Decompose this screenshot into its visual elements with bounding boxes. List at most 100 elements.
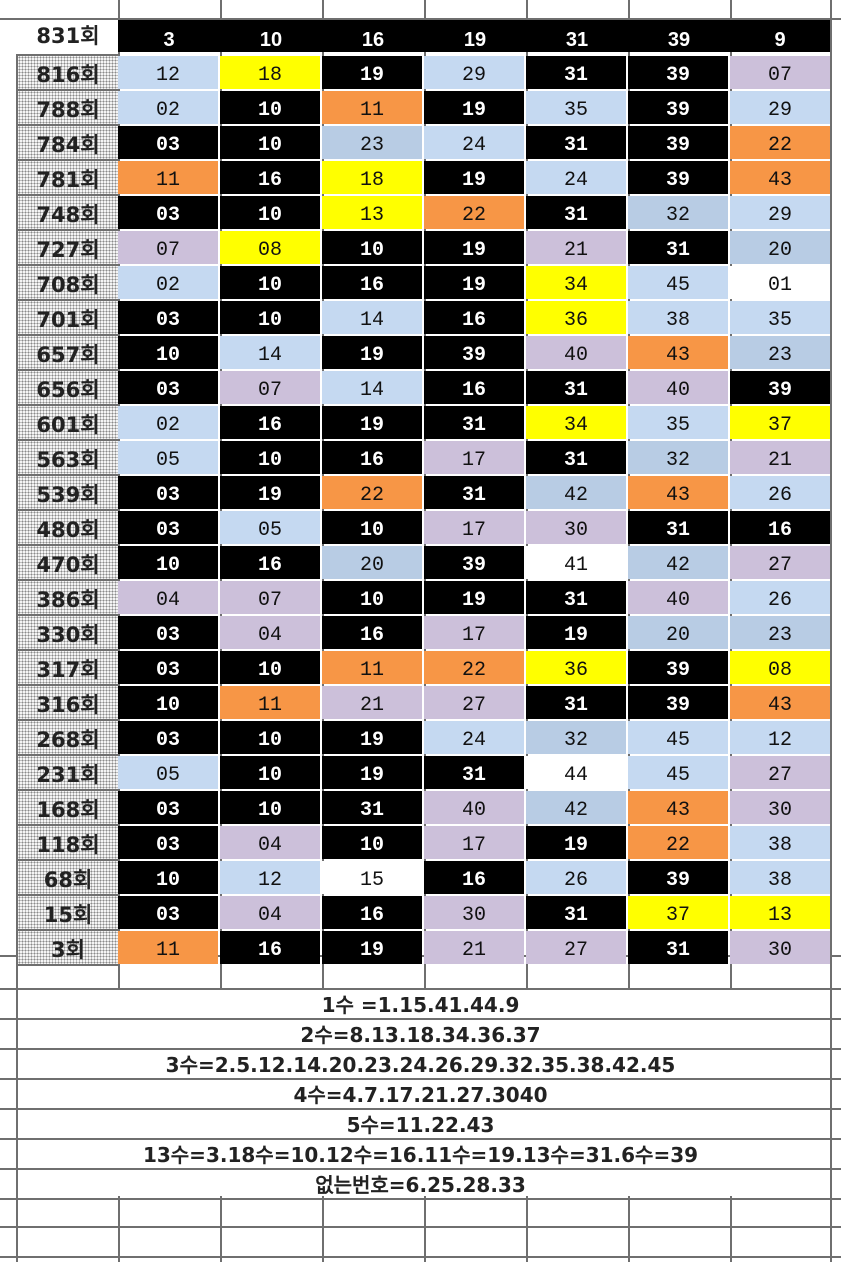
number-cell[interactable]: 39 (424, 336, 524, 369)
number-cell[interactable]: 19 (424, 581, 524, 614)
number-cell[interactable]: 02 (118, 91, 218, 124)
number-cell[interactable]: 03 (118, 896, 218, 929)
number-cell[interactable]: 04 (220, 826, 320, 859)
number-cell[interactable]: 14 (322, 371, 422, 404)
number-cell[interactable]: 34 (526, 406, 626, 439)
header-number-5[interactable]: 31 (526, 20, 628, 52)
number-cell[interactable]: 26 (526, 861, 626, 894)
number-cell[interactable]: 02 (118, 406, 218, 439)
number-cell[interactable]: 39 (628, 161, 728, 194)
number-cell[interactable]: 31 (424, 406, 524, 439)
number-cell[interactable]: 16 (220, 406, 320, 439)
number-cell[interactable]: 35 (628, 406, 728, 439)
number-cell[interactable]: 39 (628, 861, 728, 894)
number-cell[interactable]: 43 (628, 791, 728, 824)
number-cell[interactable]: 42 (526, 476, 626, 509)
number-cell[interactable]: 30 (424, 896, 524, 929)
number-cell[interactable]: 31 (526, 441, 626, 474)
number-cell[interactable]: 03 (118, 651, 218, 684)
number-cell[interactable]: 22 (628, 826, 728, 859)
number-cell[interactable]: 30 (730, 791, 830, 824)
number-cell[interactable]: 16 (220, 161, 320, 194)
number-cell[interactable]: 03 (118, 511, 218, 544)
number-cell[interactable]: 10 (118, 546, 218, 579)
number-cell[interactable]: 43 (730, 161, 830, 194)
number-cell[interactable]: 20 (730, 231, 830, 264)
number-cell[interactable]: 08 (730, 651, 830, 684)
number-cell[interactable]: 19 (526, 826, 626, 859)
number-cell[interactable]: 43 (628, 476, 728, 509)
round-label[interactable]: 748회 (18, 196, 118, 229)
summary-line-2[interactable]: 2수=8.13.18.34.36.37 (300, 1023, 541, 1047)
number-cell[interactable]: 27 (730, 546, 830, 579)
number-cell[interactable]: 29 (424, 56, 524, 89)
number-cell[interactable]: 39 (628, 126, 728, 159)
number-cell[interactable]: 20 (628, 616, 728, 649)
number-cell[interactable]: 22 (322, 476, 422, 509)
number-cell[interactable]: 40 (424, 791, 524, 824)
number-cell[interactable]: 32 (628, 196, 728, 229)
number-cell[interactable]: 03 (118, 476, 218, 509)
number-cell[interactable]: 05 (118, 441, 218, 474)
number-cell[interactable]: 11 (322, 91, 422, 124)
number-cell[interactable]: 43 (730, 686, 830, 719)
number-cell[interactable]: 27 (424, 686, 524, 719)
number-cell[interactable]: 29 (730, 196, 830, 229)
header-number-1[interactable]: 3 (118, 20, 220, 52)
number-cell[interactable]: 31 (526, 371, 626, 404)
number-cell[interactable]: 03 (118, 721, 218, 754)
number-cell[interactable]: 36 (526, 301, 626, 334)
round-label[interactable]: 15회 (18, 896, 118, 929)
number-cell[interactable]: 32 (628, 441, 728, 474)
number-cell[interactable]: 14 (322, 301, 422, 334)
number-cell[interactable]: 19 (322, 721, 422, 754)
number-cell[interactable]: 07 (220, 581, 320, 614)
header-number-7[interactable]: 9 (730, 20, 830, 52)
number-cell[interactable]: 31 (322, 791, 422, 824)
number-cell[interactable]: 27 (526, 931, 626, 964)
number-cell[interactable]: 16 (424, 861, 524, 894)
header-round-label[interactable]: 831회 (36, 24, 100, 48)
number-cell[interactable]: 40 (628, 581, 728, 614)
number-cell[interactable]: 07 (118, 231, 218, 264)
number-cell[interactable]: 19 (220, 476, 320, 509)
number-cell[interactable]: 10 (118, 686, 218, 719)
header-number-3[interactable]: 16 (322, 20, 424, 52)
round-label[interactable]: 788회 (18, 91, 118, 124)
round-label[interactable]: 657회 (18, 336, 118, 369)
number-cell[interactable]: 21 (526, 231, 626, 264)
number-cell[interactable]: 03 (118, 371, 218, 404)
number-cell[interactable]: 17 (424, 441, 524, 474)
number-cell[interactable]: 24 (526, 161, 626, 194)
number-cell[interactable]: 40 (526, 336, 626, 369)
number-cell[interactable]: 10 (220, 756, 320, 789)
number-cell[interactable]: 04 (118, 581, 218, 614)
round-label[interactable]: 68회 (18, 861, 118, 894)
number-cell[interactable]: 26 (730, 476, 830, 509)
number-cell[interactable]: 29 (730, 91, 830, 124)
round-label[interactable]: 317회 (18, 651, 118, 684)
round-label[interactable]: 784회 (18, 126, 118, 159)
number-cell[interactable]: 07 (730, 56, 830, 89)
number-cell[interactable]: 14 (220, 336, 320, 369)
number-cell[interactable]: 04 (220, 896, 320, 929)
summary-line-4[interactable]: 4수=4.7.17.21.27.3040 (293, 1083, 548, 1107)
number-cell[interactable]: 16 (424, 371, 524, 404)
number-cell[interactable]: 15 (322, 861, 422, 894)
number-cell[interactable]: 16 (322, 266, 422, 299)
number-cell[interactable]: 38 (730, 826, 830, 859)
number-cell[interactable]: 39 (628, 91, 728, 124)
number-cell[interactable]: 16 (322, 441, 422, 474)
number-cell[interactable]: 19 (322, 336, 422, 369)
number-cell[interactable]: 31 (424, 756, 524, 789)
round-label[interactable]: 330회 (18, 616, 118, 649)
number-cell[interactable]: 37 (730, 406, 830, 439)
number-cell[interactable]: 05 (118, 756, 218, 789)
number-cell[interactable]: 12 (730, 721, 830, 754)
round-label[interactable]: 231회 (18, 756, 118, 789)
number-cell[interactable]: 19 (424, 91, 524, 124)
number-cell[interactable]: 04 (220, 616, 320, 649)
summary-line-3[interactable]: 3수=2.5.12.14.20.23.24.26.29.32.35.38.42.… (165, 1053, 676, 1077)
number-cell[interactable]: 34 (526, 266, 626, 299)
number-cell[interactable]: 16 (424, 301, 524, 334)
